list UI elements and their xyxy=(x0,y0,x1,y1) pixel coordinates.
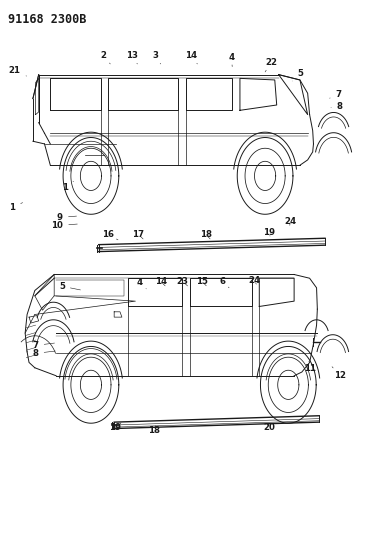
Text: 5: 5 xyxy=(292,69,303,81)
Text: 24: 24 xyxy=(284,217,296,225)
Text: 20: 20 xyxy=(263,424,275,432)
Text: 7: 7 xyxy=(330,91,342,99)
Text: 17: 17 xyxy=(132,230,145,239)
Text: 16: 16 xyxy=(101,230,118,240)
Text: 14: 14 xyxy=(154,277,167,286)
Text: 1: 1 xyxy=(62,181,74,192)
Text: 19: 19 xyxy=(109,423,122,432)
Text: 11: 11 xyxy=(303,361,316,373)
Text: 4: 4 xyxy=(137,278,146,289)
Text: 15: 15 xyxy=(196,277,208,286)
Text: 9: 9 xyxy=(57,213,77,222)
Text: 6: 6 xyxy=(219,277,229,288)
Text: 7: 7 xyxy=(33,341,55,350)
Text: 8: 8 xyxy=(331,102,343,111)
Text: 19: 19 xyxy=(263,229,275,237)
Text: 2: 2 xyxy=(101,52,110,64)
Text: 24: 24 xyxy=(248,276,261,285)
Text: 91168 2300B: 91168 2300B xyxy=(8,13,86,26)
Text: 4: 4 xyxy=(228,53,235,67)
Text: 3: 3 xyxy=(152,52,161,64)
Text: 5: 5 xyxy=(59,282,80,290)
Text: 8: 8 xyxy=(33,349,55,358)
Text: 22: 22 xyxy=(265,59,277,72)
Text: 14: 14 xyxy=(185,52,197,64)
Text: 18: 18 xyxy=(148,426,160,434)
Text: 12: 12 xyxy=(332,367,346,379)
Text: 23: 23 xyxy=(176,277,189,286)
Text: 1: 1 xyxy=(9,203,22,212)
Text: 13: 13 xyxy=(125,52,138,64)
Text: 18: 18 xyxy=(200,230,212,239)
Text: 21: 21 xyxy=(9,66,27,76)
Text: 10: 10 xyxy=(51,221,77,230)
